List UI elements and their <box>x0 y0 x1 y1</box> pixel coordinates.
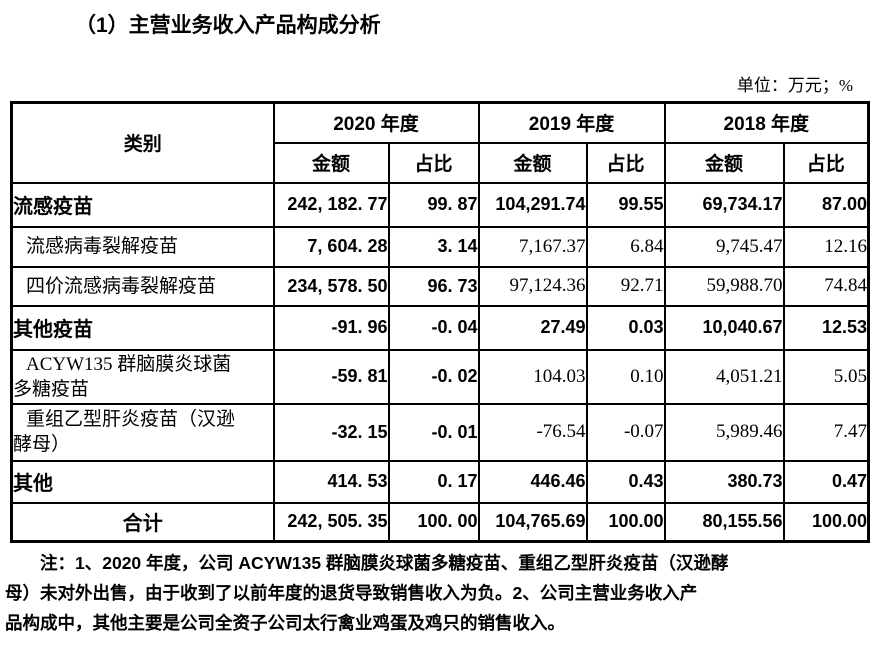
cell-2018-ratio: 7.47 <box>782 402 870 462</box>
table-row-total: 合计 242, 505. 35 100. 00 104,765.69 100.0… <box>10 501 870 543</box>
cell-2020-amount: 242, 505. 35 <box>272 501 390 543</box>
cell-2018-ratio: 87.00 <box>782 181 870 228</box>
cell-2019-amount: 104,765.69 <box>477 501 588 543</box>
table-row-acyw135-vaccine: ACYW135 群脑膜炎球菌 多糖疫苗 -59. 81 -0. 02 104.0… <box>10 348 870 405</box>
cell-2019-ratio: 99.55 <box>585 181 666 228</box>
cell-2019-amount: -76.54 <box>477 402 588 462</box>
header-row-metrics: 金额 占比 金额 占比 金额 占比 <box>12 141 870 184</box>
cell-2020-amount: 7, 604. 28 <box>272 225 390 268</box>
cell-2018-amount: 4,051.21 <box>663 348 785 405</box>
cell-2018-ratio: 100.00 <box>782 501 870 543</box>
cell-2018-ratio: 12.53 <box>782 304 870 351</box>
cell-2018-amount: 9,745.47 <box>663 225 785 268</box>
col-header-2020: 2020 年度 <box>272 101 480 144</box>
cell-2019-ratio: 100.00 <box>585 501 666 543</box>
cell-2020-ratio: 3. 14 <box>387 225 480 268</box>
cell-2019-ratio: 6.84 <box>585 225 666 268</box>
cell-2020-ratio: 100. 00 <box>387 501 480 543</box>
cell-2018-amount: 10,040.67 <box>663 304 785 351</box>
cell-2020-ratio: -0. 02 <box>387 348 480 405</box>
cell-2020-ratio: -0. 04 <box>387 304 480 351</box>
table-row-hepb-vaccine: 重组乙型肝炎疫苗（汉逊 酵母） -32. 15 -0. 01 -76.54 -0… <box>10 402 870 462</box>
col-header-ratio-2020: 占比 <box>387 141 480 184</box>
revenue-composition-table: 类别 2020 年度 2019 年度 2018 年度 金额 占比 金额 占比 金… <box>10 101 871 543</box>
cell-2020-amount: 242, 182. 77 <box>272 181 390 228</box>
cell-2019-amount: 104.03 <box>477 348 588 405</box>
col-header-ratio-2019: 占比 <box>585 141 666 184</box>
cell-2020-ratio: 96. 73 <box>387 265 480 307</box>
row-label: 四价流感病毒裂解疫苗 <box>10 265 275 307</box>
col-header-ratio-2018: 占比 <box>782 141 870 184</box>
cell-2018-amount: 80,155.56 <box>663 501 785 543</box>
cell-2019-amount: 104,291.74 <box>477 181 588 228</box>
cell-2020-amount: -91. 96 <box>272 304 390 351</box>
row-label: ACYW135 群脑膜炎球菌 多糖疫苗 <box>10 348 275 405</box>
cell-2020-amount: 414. 53 <box>272 459 390 504</box>
col-header-2018: 2018 年度 <box>663 101 870 144</box>
table-row-other: 其他 414. 53 0. 17 446.46 0.43 380.73 0.47 <box>10 459 870 504</box>
col-header-2019: 2019 年度 <box>477 101 666 144</box>
col-header-category: 类别 <box>10 101 275 184</box>
col-header-amount-2018: 金额 <box>663 141 785 184</box>
cell-2020-amount: 234, 578. 50 <box>272 265 390 307</box>
cell-2020-amount: -59. 81 <box>272 348 390 405</box>
cell-2020-ratio: 0. 17 <box>387 459 480 504</box>
cell-2019-amount: 7,167.37 <box>477 225 588 268</box>
cell-2018-ratio: 12.16 <box>782 225 870 268</box>
cell-2019-ratio: 0.43 <box>585 459 666 504</box>
footnote: 注：1、2020 年度，公司 ACYW135 群脑膜炎球菌多糖疫苗、重组乙型肝炎… <box>5 553 729 633</box>
row-label: 其他 <box>10 459 275 504</box>
table-row-flu-vaccine: 流感疫苗 242, 182. 77 99. 87 104,291.74 99.5… <box>10 181 870 228</box>
cell-2020-ratio: 99. 87 <box>387 181 480 228</box>
cell-2019-ratio: 92.71 <box>585 265 666 307</box>
cell-2018-ratio: 5.05 <box>782 348 870 405</box>
header-row-years: 类别 2020 年度 2019 年度 2018 年度 <box>10 101 870 184</box>
unit-label: 单位：万元；% <box>736 76 853 95</box>
cell-2019-amount: 97,124.36 <box>477 265 588 307</box>
row-label: 流感疫苗 <box>10 181 275 228</box>
cell-2018-amount: 59,988.70 <box>663 265 785 307</box>
row-label: 重组乙型肝炎疫苗（汉逊 酵母） <box>10 402 275 462</box>
cell-2018-amount: 5,989.46 <box>663 402 785 462</box>
page-title: （1）主营业务收入产品构成分析 <box>75 14 381 37</box>
table-row-split-flu-vaccine: 流感病毒裂解疫苗 7, 604. 28 3. 14 7,167.37 6.84 … <box>10 225 870 268</box>
cell-2018-ratio: 74.84 <box>782 265 870 307</box>
cell-2019-ratio: -0.07 <box>585 402 666 462</box>
cell-2020-amount: -32. 15 <box>272 402 390 462</box>
col-header-amount-2020: 金额 <box>272 141 390 184</box>
cell-2018-amount: 69,734.17 <box>663 181 785 228</box>
cell-2018-amount: 380.73 <box>663 459 785 504</box>
cell-2019-ratio: 0.10 <box>585 348 666 405</box>
cell-2019-ratio: 0.03 <box>585 304 666 351</box>
cell-2019-amount: 27.49 <box>477 304 588 351</box>
table-row-other-vaccines: 其他疫苗 -91. 96 -0. 04 27.49 0.03 10,040.67… <box>10 304 870 351</box>
row-label: 其他疫苗 <box>10 304 275 351</box>
cell-2018-ratio: 0.47 <box>782 459 870 504</box>
table-row-quadrivalent-flu-vaccine: 四价流感病毒裂解疫苗 234, 578. 50 96. 73 97,124.36… <box>10 265 870 307</box>
col-header-amount-2019: 金额 <box>477 141 588 184</box>
row-label: 流感病毒裂解疫苗 <box>10 225 275 268</box>
cell-2020-ratio: -0. 01 <box>387 402 480 462</box>
row-label-total: 合计 <box>10 501 275 543</box>
cell-2019-amount: 446.46 <box>477 459 588 504</box>
